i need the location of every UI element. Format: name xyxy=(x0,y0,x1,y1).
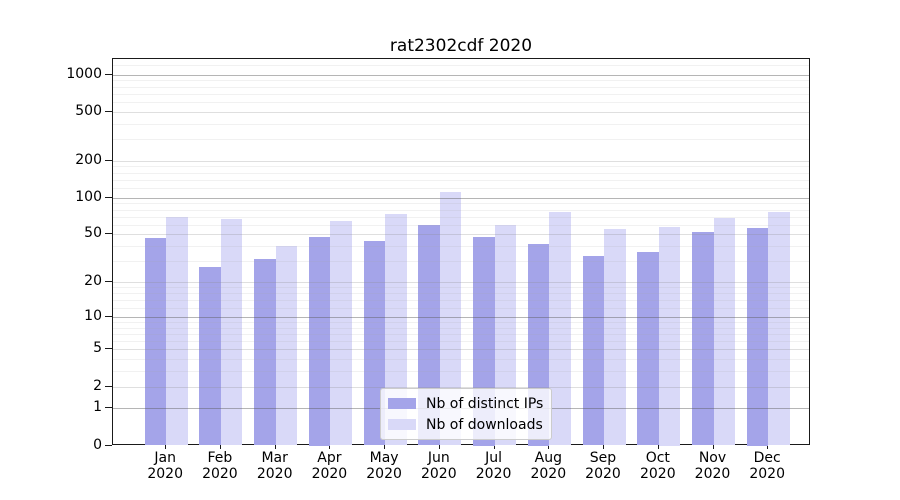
x-tick-label-mar: Mar 2020 xyxy=(256,450,293,482)
y-tick-label-20: 20 xyxy=(84,273,102,289)
bar-nov-nb-of-distinct-ips xyxy=(692,232,714,446)
y-tick-mark-10 xyxy=(105,315,112,317)
y-tick-mark-50 xyxy=(105,233,112,235)
x-tick-mark-sep xyxy=(603,445,604,449)
bar-may-nb-of-downloads xyxy=(385,214,407,446)
y-tick-mark-1 xyxy=(105,407,112,409)
bar-sep-nb-of-distinct-ips xyxy=(582,256,604,446)
bar-feb-nb-of-downloads xyxy=(220,218,243,446)
bar-dec-nb-of-downloads xyxy=(768,212,790,446)
x-tick-mark-may xyxy=(384,445,386,449)
bar-apr-nb-of-distinct-ips xyxy=(308,236,331,446)
y-tick-label-1: 1 xyxy=(93,399,102,416)
legend-item-distinct-ips: Nb of distinct IPs xyxy=(388,394,543,413)
legend: Nb of distinct IPs Nb of downloads xyxy=(380,388,553,440)
bar-mar-nb-of-downloads xyxy=(275,246,298,446)
x-tick-mark-nov xyxy=(712,445,714,449)
x-tick-mark-aug xyxy=(548,445,550,449)
legend-item-downloads: Nb of downloads xyxy=(388,415,543,434)
x-tick-mark-oct xyxy=(657,445,659,449)
y-tick-mark-500 xyxy=(105,110,112,112)
y-tick-mark-200 xyxy=(105,159,112,161)
x-tick-label-apr: Apr 2020 xyxy=(311,450,348,482)
y-tick-mark-100 xyxy=(105,196,112,198)
y-tick-label-100: 100 xyxy=(75,188,102,205)
bar-nov-nb-of-downloads xyxy=(713,218,735,446)
legend-swatch-distinct-ips xyxy=(388,398,416,409)
x-tick-label-jan: Jan 2020 xyxy=(147,450,183,482)
y-tick-label-500: 500 xyxy=(75,102,102,119)
x-tick-label-sep: Sep 2020 xyxy=(585,450,621,482)
legend-label-distinct-ips: Nb of distinct IPs xyxy=(426,395,544,412)
y-tick-label-1000: 1000 xyxy=(66,65,102,82)
y-tick-label-50: 50 xyxy=(84,225,102,242)
x-tick-label-feb: Feb 2020 xyxy=(202,450,238,482)
bars-layer xyxy=(113,59,809,446)
x-tick-label-may: May 2020 xyxy=(366,450,402,482)
bar-mar-nb-of-distinct-ips xyxy=(254,259,276,446)
y-tick-mark-0 xyxy=(105,444,112,446)
legend-label-downloads: Nb of downloads xyxy=(426,416,543,433)
x-tick-label-oct: Oct 2020 xyxy=(639,450,676,482)
x-tick-label-jun: Jun 2020 xyxy=(420,450,457,482)
y-tick-mark-20 xyxy=(105,281,112,282)
bar-jan-nb-of-downloads xyxy=(166,216,188,446)
y-tick-mark-1000 xyxy=(105,73,112,75)
bar-apr-nb-of-downloads xyxy=(330,221,352,446)
bar-oct-nb-of-distinct-ips xyxy=(637,251,659,446)
y-tick-label-5: 5 xyxy=(93,340,102,357)
bar-feb-nb-of-distinct-ips xyxy=(199,266,221,446)
x-tick-mark-jan xyxy=(165,445,167,449)
plot-area: Nb of distinct IPs Nb of downloads xyxy=(112,58,810,446)
x-tick-mark-mar xyxy=(274,445,276,449)
x-tick-mark-apr xyxy=(329,445,331,449)
x-tick-mark-dec xyxy=(767,445,769,449)
y-tick-label-10: 10 xyxy=(84,307,102,324)
x-tick-label-nov: Nov 2020 xyxy=(694,450,731,482)
y-tick-mark-5 xyxy=(105,348,112,350)
x-tick-label-jul: Jul 2020 xyxy=(475,450,512,482)
x-tick-mark-jul xyxy=(493,445,495,449)
bar-jun-nb-of-downloads xyxy=(439,191,462,446)
bar-dec-nb-of-distinct-ips xyxy=(746,227,769,446)
bar-jan-nb-of-distinct-ips xyxy=(144,237,167,446)
y-tick-label-200: 200 xyxy=(75,151,102,168)
x-tick-mark-jun xyxy=(438,445,440,449)
legend-swatch-downloads xyxy=(388,419,416,430)
x-tick-label-dec: Dec 2020 xyxy=(749,450,785,482)
x-tick-label-aug: Aug 2020 xyxy=(530,450,567,482)
bar-oct-nb-of-downloads xyxy=(658,226,681,446)
y-tick-label-2: 2 xyxy=(93,377,102,394)
x-tick-mark-feb xyxy=(219,445,221,449)
y-tick-label-0: 0 xyxy=(93,436,102,453)
bar-sep-nb-of-downloads xyxy=(604,229,626,446)
y-tick-mark-2 xyxy=(105,385,112,387)
bar-aug-nb-of-downloads xyxy=(549,212,571,446)
bar-may-nb-of-distinct-ips xyxy=(363,241,386,446)
chart-title: rat2302cdf 2020 xyxy=(389,36,533,56)
